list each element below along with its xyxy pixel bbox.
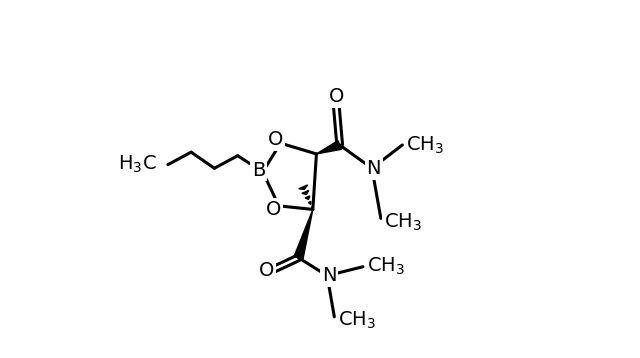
Polygon shape [305, 196, 310, 199]
Polygon shape [308, 201, 311, 204]
Polygon shape [316, 141, 341, 154]
Text: O: O [328, 87, 344, 106]
Text: O: O [259, 261, 274, 280]
Text: N: N [322, 266, 336, 285]
Text: H$_3$C: H$_3$C [118, 154, 157, 175]
Polygon shape [302, 190, 308, 194]
Text: B: B [252, 160, 265, 180]
Polygon shape [299, 185, 308, 189]
Text: O: O [266, 200, 281, 219]
Text: O: O [268, 130, 283, 149]
Text: CH$_3$: CH$_3$ [385, 211, 422, 233]
Polygon shape [312, 207, 313, 209]
Text: N: N [367, 159, 381, 178]
Text: CH$_3$: CH$_3$ [406, 134, 444, 156]
Text: CH$_3$: CH$_3$ [367, 256, 404, 277]
Polygon shape [294, 209, 313, 259]
Text: CH$_3$: CH$_3$ [338, 310, 376, 331]
